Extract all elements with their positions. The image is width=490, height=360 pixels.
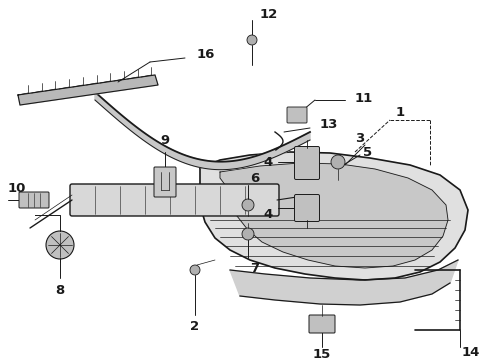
Circle shape	[46, 231, 74, 259]
Text: 7: 7	[250, 261, 260, 274]
Polygon shape	[200, 152, 468, 280]
Text: 5: 5	[364, 145, 372, 158]
Text: 4: 4	[264, 156, 272, 168]
Text: 9: 9	[160, 135, 170, 148]
Polygon shape	[18, 75, 158, 105]
Text: 8: 8	[55, 284, 65, 297]
Text: 1: 1	[395, 105, 405, 118]
Polygon shape	[230, 260, 458, 305]
Text: 10: 10	[8, 181, 26, 194]
FancyBboxPatch shape	[309, 315, 335, 333]
FancyBboxPatch shape	[154, 167, 176, 197]
Text: 11: 11	[355, 91, 373, 104]
Text: 15: 15	[313, 347, 331, 360]
Polygon shape	[95, 92, 310, 170]
Text: 4: 4	[264, 208, 272, 221]
FancyBboxPatch shape	[294, 147, 319, 180]
Circle shape	[190, 265, 200, 275]
FancyBboxPatch shape	[19, 192, 49, 208]
Circle shape	[242, 199, 254, 211]
Circle shape	[247, 35, 257, 45]
FancyBboxPatch shape	[287, 107, 307, 123]
Text: 16: 16	[197, 49, 216, 62]
Circle shape	[242, 228, 254, 240]
FancyBboxPatch shape	[70, 184, 279, 216]
Text: 13: 13	[320, 118, 339, 131]
Text: 2: 2	[191, 320, 199, 333]
Text: 14: 14	[462, 346, 480, 359]
Text: 3: 3	[355, 131, 365, 144]
Text: 12: 12	[260, 8, 278, 21]
Text: 6: 6	[250, 171, 260, 184]
Polygon shape	[220, 163, 448, 268]
FancyBboxPatch shape	[294, 194, 319, 221]
Circle shape	[331, 155, 345, 169]
